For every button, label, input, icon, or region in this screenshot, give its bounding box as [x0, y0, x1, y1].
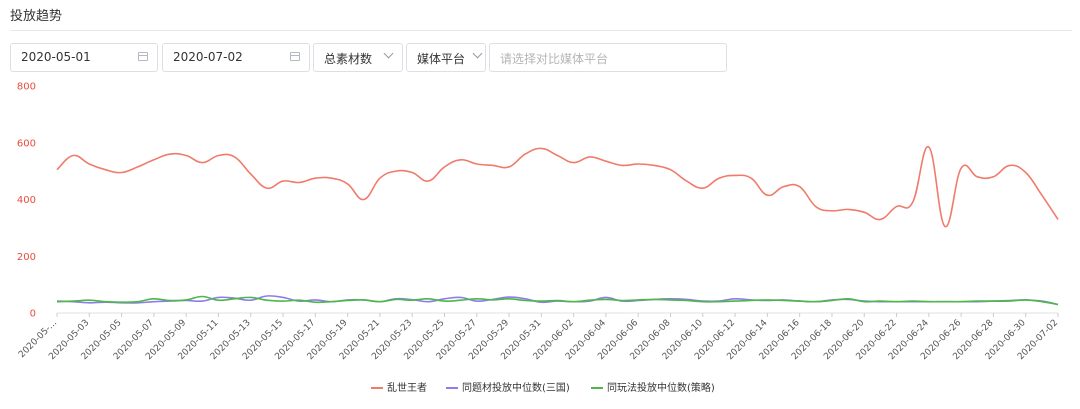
compare-platform-select[interactable]: 请选择对比媒体平台	[489, 43, 727, 72]
y-axis: 0 200 400 600 800	[17, 82, 36, 320]
title-divider	[10, 30, 1072, 31]
metric-select-value: 总素材数	[324, 52, 373, 66]
start-date-value: 2020-05-01	[21, 50, 91, 64]
start-date-picker[interactable]: 2020-05-01	[10, 43, 158, 72]
metric-select[interactable]: 总素材数	[313, 43, 403, 72]
legend-label: 乱世王者	[387, 382, 427, 394]
chevron-down-icon	[383, 48, 394, 59]
calendar-icon	[290, 52, 300, 61]
series-layer	[56, 146, 1059, 306]
series-line-2	[56, 295, 1059, 306]
platform-select-value: 媒体平台	[417, 52, 466, 66]
platform-select[interactable]: 媒体平台	[406, 43, 486, 72]
legend-item-1[interactable]: 同题材投放中位数(三国)	[446, 381, 570, 394]
compare-platform-placeholder: 请选择对比媒体平台	[500, 52, 609, 66]
legend-label: 同题材投放中位数(三国)	[462, 381, 570, 394]
y-tick-label: 800	[17, 82, 36, 93]
section-title: 投放趋势	[10, 9, 63, 24]
series-line-0	[56, 146, 1059, 228]
end-date-picker[interactable]: 2020-07-02	[162, 43, 310, 72]
legend-item-0[interactable]: 乱世王者	[371, 382, 427, 394]
x-axis: 2020-05-...2020-05-032020-05-052020-05-0…	[17, 313, 1060, 362]
y-tick-label: 400	[17, 195, 36, 206]
legend-item-2[interactable]: 同玩法投放中位数(策略)	[591, 381, 715, 394]
calendar-icon	[138, 52, 148, 61]
chevron-down-icon	[472, 48, 483, 59]
trend-line-chart: 0 200 400 600 800 2020-05-...2020-05-032020-…	[17, 82, 1060, 395]
y-tick-label: 200	[17, 252, 36, 263]
y-tick-label: 600	[17, 138, 36, 149]
y-tick-label: 0	[30, 309, 36, 320]
legend-label: 同玩法投放中位数(策略)	[607, 381, 715, 394]
end-date-value: 2020-07-02	[173, 50, 243, 64]
legend[interactable]: 乱世王者 同题材投放中位数(三国) 同玩法投放中位数(策略)	[371, 381, 715, 394]
